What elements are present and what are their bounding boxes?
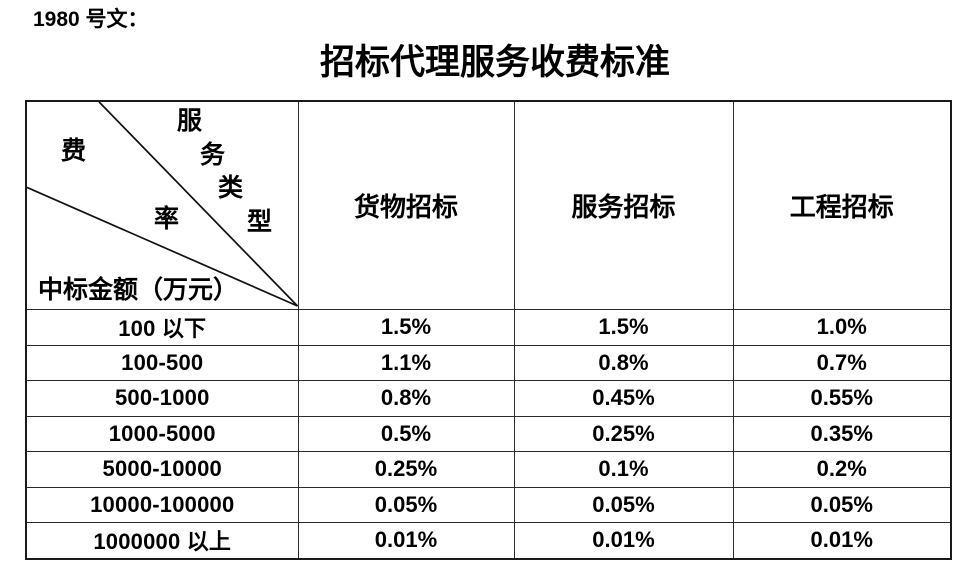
column-header-goods-bidding: 货物招标 bbox=[297, 100, 515, 310]
corner-service-char-2: 务 bbox=[200, 142, 226, 169]
value-cell: 0.7% bbox=[732, 344, 952, 381]
value-cell: 1.5% bbox=[297, 309, 515, 346]
value-cell: 0.25% bbox=[513, 415, 734, 452]
value-cell: 0.35% bbox=[732, 415, 952, 452]
value-cell: 0.01% bbox=[732, 522, 952, 559]
row-label-cell: 100-500 bbox=[25, 344, 299, 381]
corner-rate-char: 率 bbox=[154, 206, 180, 233]
value-cell: 0.25% bbox=[297, 451, 515, 488]
row-label-cell: 500-1000 bbox=[25, 380, 299, 417]
corner-row-axis-label: 中标金额（万元） bbox=[38, 277, 239, 304]
value-cell: 0.8% bbox=[513, 344, 734, 381]
value-cell: 0.8% bbox=[297, 380, 515, 417]
row-label-cell: 10000-100000 bbox=[25, 486, 299, 523]
corner-fee-char: 费 bbox=[61, 138, 87, 165]
value-cell: 1.5% bbox=[513, 309, 734, 346]
corner-header-cell: 费 率 服 务 类 型 中标金额（万元） bbox=[25, 100, 299, 310]
corner-service-char-1: 服 bbox=[177, 108, 203, 135]
fee-table: 费 率 服 务 类 型 中标金额（万元） 货物招标 服务招标 工程招标 100 … bbox=[25, 100, 952, 560]
value-cell: 1.1% bbox=[297, 344, 515, 381]
value-cell: 1.0% bbox=[732, 309, 952, 346]
value-cell: 0.01% bbox=[513, 522, 734, 559]
table-row: 100 以下 1.5% 1.5% 1.0% bbox=[25, 309, 952, 346]
value-cell: 0.01% bbox=[297, 522, 515, 559]
value-cell: 0.05% bbox=[297, 486, 515, 523]
value-cell: 0.55% bbox=[732, 380, 952, 417]
table-row: 100-500 1.1% 0.8% 0.7% bbox=[25, 344, 952, 381]
table-row: 1000-5000 0.5% 0.25% 0.35% bbox=[25, 415, 952, 452]
value-cell: 0.5% bbox=[297, 415, 515, 452]
corner-service-char-3: 类 bbox=[218, 175, 244, 202]
corner-service-char-4: 型 bbox=[247, 209, 273, 236]
table-row: 500-1000 0.8% 0.45% 0.55% bbox=[25, 380, 952, 417]
diagonal-divider-lines bbox=[27, 102, 297, 307]
value-cell: 0.45% bbox=[513, 380, 734, 417]
page-title: 招标代理服务收费标准 bbox=[319, 43, 670, 82]
value-cell: 0.2% bbox=[732, 451, 952, 488]
doc-reference: 1980 号文： bbox=[33, 8, 149, 31]
row-label-cell: 1000000 以上 bbox=[25, 522, 299, 559]
table-row: 10000-100000 0.05% 0.05% 0.05% bbox=[25, 486, 952, 523]
value-cell: 0.05% bbox=[732, 486, 952, 523]
value-cell: 0.05% bbox=[513, 486, 734, 523]
table-row: 1000000 以上 0.01% 0.01% 0.01% bbox=[25, 522, 952, 559]
table-row: 5000-10000 0.25% 0.1% 0.2% bbox=[25, 451, 952, 488]
table-header-row: 费 率 服 务 类 型 中标金额（万元） 货物招标 服务招标 工程招标 bbox=[25, 100, 952, 310]
row-label-cell: 5000-10000 bbox=[25, 451, 299, 488]
column-header-services-bidding: 服务招标 bbox=[513, 100, 734, 310]
row-label-cell: 100 以下 bbox=[25, 309, 299, 346]
value-cell: 0.1% bbox=[513, 451, 734, 488]
row-label-cell: 1000-5000 bbox=[25, 415, 299, 452]
column-header-works-bidding: 工程招标 bbox=[732, 100, 952, 310]
